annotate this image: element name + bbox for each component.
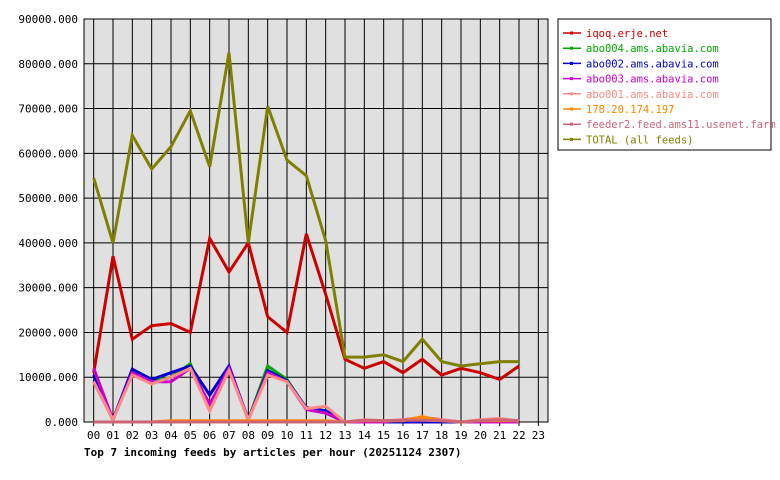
x-tick-label: 12: [319, 429, 332, 442]
x-tick-label: 15: [377, 429, 390, 442]
x-tick-label: 02: [126, 429, 139, 442]
legend-box: [557, 18, 772, 151]
x-tick-label: 20: [474, 429, 487, 442]
x-tick-label: 13: [338, 429, 351, 442]
series-lines: [92, 52, 520, 425]
y-tick-label: 30000.000: [18, 282, 78, 295]
x-tick-label: 23: [532, 429, 545, 442]
x-tick-label: 01: [106, 429, 119, 442]
x-tick-label: 07: [222, 429, 235, 442]
legend-label: abo002.ams.abavia.com: [586, 58, 719, 70]
x-tick-label: 09: [261, 429, 274, 442]
x-tick-label: 00: [87, 429, 100, 442]
y-tick-label: 0.000: [45, 416, 78, 429]
x-tick-label: 16: [396, 429, 409, 442]
y-tick-label: 70000.000: [18, 103, 78, 116]
chart-caption: Top 7 incoming feeds by articles per hou…: [84, 446, 462, 459]
legend-marker: [570, 31, 573, 35]
legend-label: iqoq.erje.net: [586, 28, 668, 40]
x-tick-label: 18: [435, 429, 448, 442]
legend-marker: [570, 122, 573, 126]
x-tick-label: 21: [493, 429, 506, 442]
x-tick-label: 08: [242, 429, 255, 442]
legend-label: TOTAL (all feeds): [586, 134, 693, 146]
legend-marker: [570, 92, 573, 96]
legend-label: abo003.ams.abavia.com: [586, 74, 719, 86]
series-line-0: [92, 233, 520, 382]
y-tick-label: 80000.000: [18, 58, 78, 71]
legend-marker: [570, 61, 573, 65]
x-tick-label: 05: [184, 429, 197, 442]
x-tick-label: 06: [203, 429, 216, 442]
legend-label: abo001.ams.abavia.com: [586, 89, 719, 101]
legend-marker: [570, 77, 573, 81]
series-line-7: [92, 52, 519, 368]
x-tick-label: 17: [416, 429, 429, 442]
x-axis-ticks: 00 01 02 03 04 05 06 07 08 09 10 11 12 13 14 15 16 17 18 19…: [87, 422, 545, 442]
x-tick-label: 10: [280, 429, 293, 442]
x-tick-label: 19: [454, 429, 467, 442]
y-tick-label: 10000.000: [18, 371, 78, 384]
x-tick-label: 04: [164, 429, 178, 442]
legend-marker: [570, 107, 573, 111]
grid-lines: [84, 18, 548, 423]
y-tick-label: 40000.000: [18, 237, 78, 250]
legend: iqoq.erje.net abo004.ams.abavia.com abo002…: [557, 18, 776, 151]
plot-background: [83, 18, 549, 423]
x-tick-label: 11: [300, 429, 313, 442]
y-tick-label: 90000.000: [18, 13, 78, 26]
y-tick-label: 20000.000: [18, 326, 78, 339]
legend-label: 178.20.174.197: [586, 104, 675, 116]
y-tick-label: 60000.000: [18, 147, 78, 160]
legend-marker: [570, 137, 573, 141]
x-tick-label: 22: [512, 429, 525, 442]
legend-marker: [570, 46, 573, 50]
series-line-6: [93, 418, 520, 424]
x-tick-label: 03: [145, 429, 158, 442]
y-axis-ticks: 0.000 10000.000 20000.000 30000.000 40000.00…: [18, 13, 78, 429]
legend-label: abo004.ams.abavia.com: [586, 43, 719, 55]
y-tick-label: 50000.000: [18, 192, 78, 205]
legend-label: feeder2.feed.ams11.usenet.farm: [586, 119, 776, 131]
x-tick-label: 14: [358, 429, 372, 442]
